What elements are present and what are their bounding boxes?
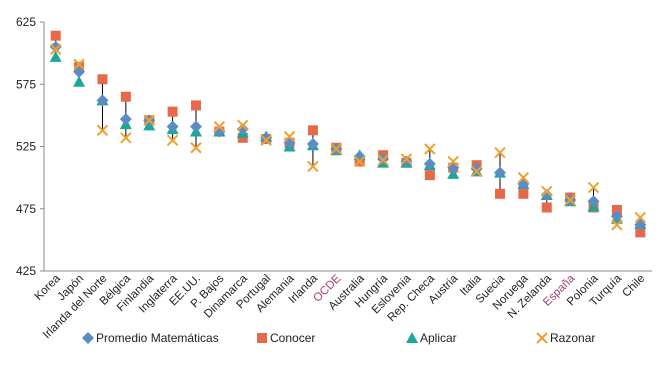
- data-point-x: [283, 130, 296, 143]
- data-point-diamond: [400, 155, 413, 168]
- data-point-x: [213, 120, 226, 133]
- data-point-diamond: [119, 113, 132, 126]
- data-point-square: [541, 202, 552, 213]
- data-point-square: [307, 125, 318, 136]
- data-point-diamond: [470, 162, 483, 175]
- data-point-x: [611, 219, 623, 231]
- data-point-square: [191, 100, 201, 111]
- data-point-x: [49, 43, 62, 56]
- legend-label: Razonar: [550, 331, 595, 345]
- data-point-x: [143, 114, 155, 127]
- data-point-x: [447, 155, 459, 168]
- data-point-diamond: [96, 94, 109, 107]
- data-point-x: [587, 181, 600, 194]
- data-point-square: [635, 227, 646, 238]
- data-point-x: [120, 132, 132, 144]
- data-point-diamond: [306, 138, 319, 151]
- x-tick-label: Chile: [620, 273, 647, 300]
- data-point-x: [470, 165, 483, 178]
- data-point-x: [330, 143, 343, 155]
- data-point-x: [424, 143, 436, 155]
- legend-marker-triangle: [406, 332, 418, 343]
- data-point-square: [611, 204, 622, 215]
- y-tick-label: 525: [16, 140, 36, 154]
- legend-marker-square: [257, 333, 267, 343]
- data-point-diamond: [423, 157, 436, 170]
- data-point-x: [541, 185, 553, 198]
- data-point-diamond: [587, 195, 600, 208]
- legend-label: Promedio Matemáticas: [96, 331, 219, 345]
- data-point-diamond: [540, 189, 553, 202]
- data-point-square: [97, 74, 108, 85]
- data-point-x: [166, 134, 179, 146]
- legend-label: Conocer: [270, 331, 315, 345]
- data-point-x: [353, 155, 366, 168]
- data-point-triangle: [49, 50, 62, 62]
- data-point-x: [96, 124, 109, 137]
- data-point-x: [190, 142, 202, 154]
- data-point-square: [50, 30, 61, 41]
- data-point-square: [495, 188, 505, 199]
- legend-marker-diamond: [82, 332, 94, 344]
- y-tick-label: 425: [16, 264, 36, 278]
- data-point-diamond: [166, 120, 179, 133]
- data-point-x: [260, 134, 272, 146]
- data-point-x: [307, 160, 319, 173]
- data-point-diamond: [260, 131, 273, 144]
- y-tick-label: 575: [16, 77, 36, 91]
- data-point-x: [494, 147, 506, 159]
- data-point-diamond: [190, 120, 202, 133]
- data-point-square: [167, 106, 178, 117]
- data-point-x: [237, 119, 249, 132]
- data-point-x: [517, 171, 530, 184]
- data-point-diamond: [49, 40, 62, 53]
- legend-label: Aplicar: [420, 331, 457, 345]
- range-lines: [55, 35, 641, 233]
- data-point-x: [400, 153, 413, 165]
- y-tick-label: 475: [16, 202, 36, 216]
- data-point-x: [634, 211, 647, 224]
- data-point-diamond: [634, 218, 647, 231]
- data-point-square: [120, 91, 131, 102]
- y-axis: 425 475 525 575 625: [16, 15, 45, 278]
- data-point-x: [564, 194, 576, 206]
- data-point-diamond: [236, 123, 249, 136]
- data-point-diamond: [73, 65, 86, 78]
- data-point-square: [424, 170, 435, 181]
- data-point-diamond: [610, 210, 623, 223]
- data-marks: [49, 30, 647, 238]
- data-point-square: [518, 188, 529, 199]
- data-point-triangle: [73, 75, 86, 87]
- data-point-x: [377, 154, 389, 166]
- data-point-diamond: [494, 166, 506, 179]
- y-tick-label: 625: [16, 15, 36, 29]
- data-point-x: [73, 58, 85, 71]
- legend-marker-x: [536, 332, 548, 344]
- legend: Promedio Matemáticas Conocer Aplicar Razona…: [82, 331, 595, 345]
